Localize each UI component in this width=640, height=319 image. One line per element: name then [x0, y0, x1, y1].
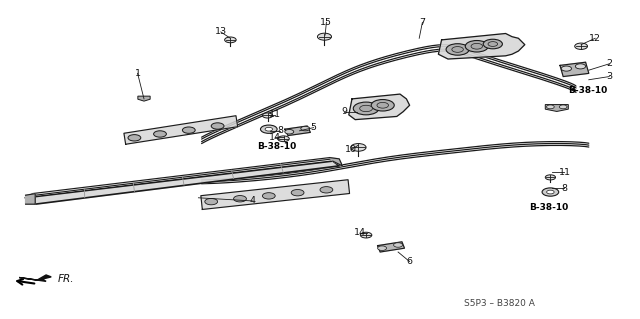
Circle shape: [575, 64, 586, 69]
Polygon shape: [124, 116, 237, 144]
Text: 12: 12: [589, 34, 601, 43]
Text: 10: 10: [345, 145, 356, 154]
Polygon shape: [26, 161, 339, 204]
Text: 13: 13: [215, 27, 227, 36]
Circle shape: [154, 131, 166, 137]
Circle shape: [301, 126, 310, 131]
Circle shape: [265, 127, 273, 131]
Text: B-38-10: B-38-10: [529, 203, 569, 212]
Text: 3: 3: [606, 72, 612, 81]
Circle shape: [561, 66, 572, 71]
Text: 4: 4: [250, 197, 256, 205]
Circle shape: [291, 189, 304, 196]
Text: 8: 8: [561, 184, 568, 193]
Text: 14: 14: [269, 133, 281, 142]
Circle shape: [371, 100, 394, 111]
Circle shape: [471, 43, 483, 49]
Circle shape: [377, 102, 388, 108]
Text: 2: 2: [606, 59, 612, 68]
Text: 9: 9: [341, 107, 348, 116]
Circle shape: [547, 190, 554, 194]
Text: 11: 11: [559, 168, 570, 177]
Polygon shape: [378, 242, 404, 252]
Circle shape: [351, 144, 366, 151]
Circle shape: [483, 39, 502, 49]
Circle shape: [452, 47, 463, 52]
Circle shape: [205, 198, 218, 205]
Polygon shape: [349, 94, 410, 120]
Text: 14: 14: [354, 228, 365, 237]
Circle shape: [360, 232, 372, 238]
Polygon shape: [438, 33, 525, 59]
Circle shape: [465, 41, 488, 52]
Circle shape: [394, 243, 403, 247]
Polygon shape: [32, 158, 333, 195]
Polygon shape: [560, 62, 589, 77]
Text: FR.: FR.: [58, 274, 74, 284]
Circle shape: [317, 33, 332, 40]
Polygon shape: [285, 126, 310, 136]
Circle shape: [378, 246, 387, 250]
Text: 15: 15: [321, 18, 332, 27]
Polygon shape: [545, 105, 568, 111]
Text: S5P3 – B3820 A: S5P3 – B3820 A: [464, 299, 534, 308]
Polygon shape: [26, 194, 35, 204]
Circle shape: [353, 102, 379, 115]
Circle shape: [547, 105, 554, 109]
Circle shape: [320, 187, 333, 193]
Polygon shape: [201, 180, 349, 210]
Circle shape: [488, 42, 498, 46]
Text: B-38-10: B-38-10: [568, 86, 607, 95]
Circle shape: [542, 188, 559, 196]
Text: 6: 6: [406, 257, 413, 266]
Circle shape: [211, 123, 224, 129]
Text: 5: 5: [310, 123, 317, 132]
Circle shape: [262, 193, 275, 199]
Circle shape: [128, 135, 141, 141]
Circle shape: [260, 125, 277, 133]
Polygon shape: [19, 275, 51, 281]
Polygon shape: [138, 96, 150, 101]
Circle shape: [262, 113, 273, 118]
Text: 11: 11: [269, 110, 281, 119]
Text: B-38-10: B-38-10: [257, 142, 296, 151]
Circle shape: [225, 37, 236, 43]
Circle shape: [182, 127, 195, 133]
Circle shape: [278, 136, 289, 142]
Circle shape: [575, 43, 588, 49]
Circle shape: [559, 105, 567, 109]
Text: 8: 8: [277, 126, 284, 135]
Circle shape: [545, 175, 556, 180]
Text: 7: 7: [419, 18, 426, 27]
Circle shape: [360, 105, 372, 112]
Polygon shape: [330, 158, 342, 166]
Circle shape: [234, 196, 246, 202]
Text: 1: 1: [134, 69, 141, 78]
Circle shape: [285, 130, 294, 134]
Circle shape: [446, 44, 469, 55]
